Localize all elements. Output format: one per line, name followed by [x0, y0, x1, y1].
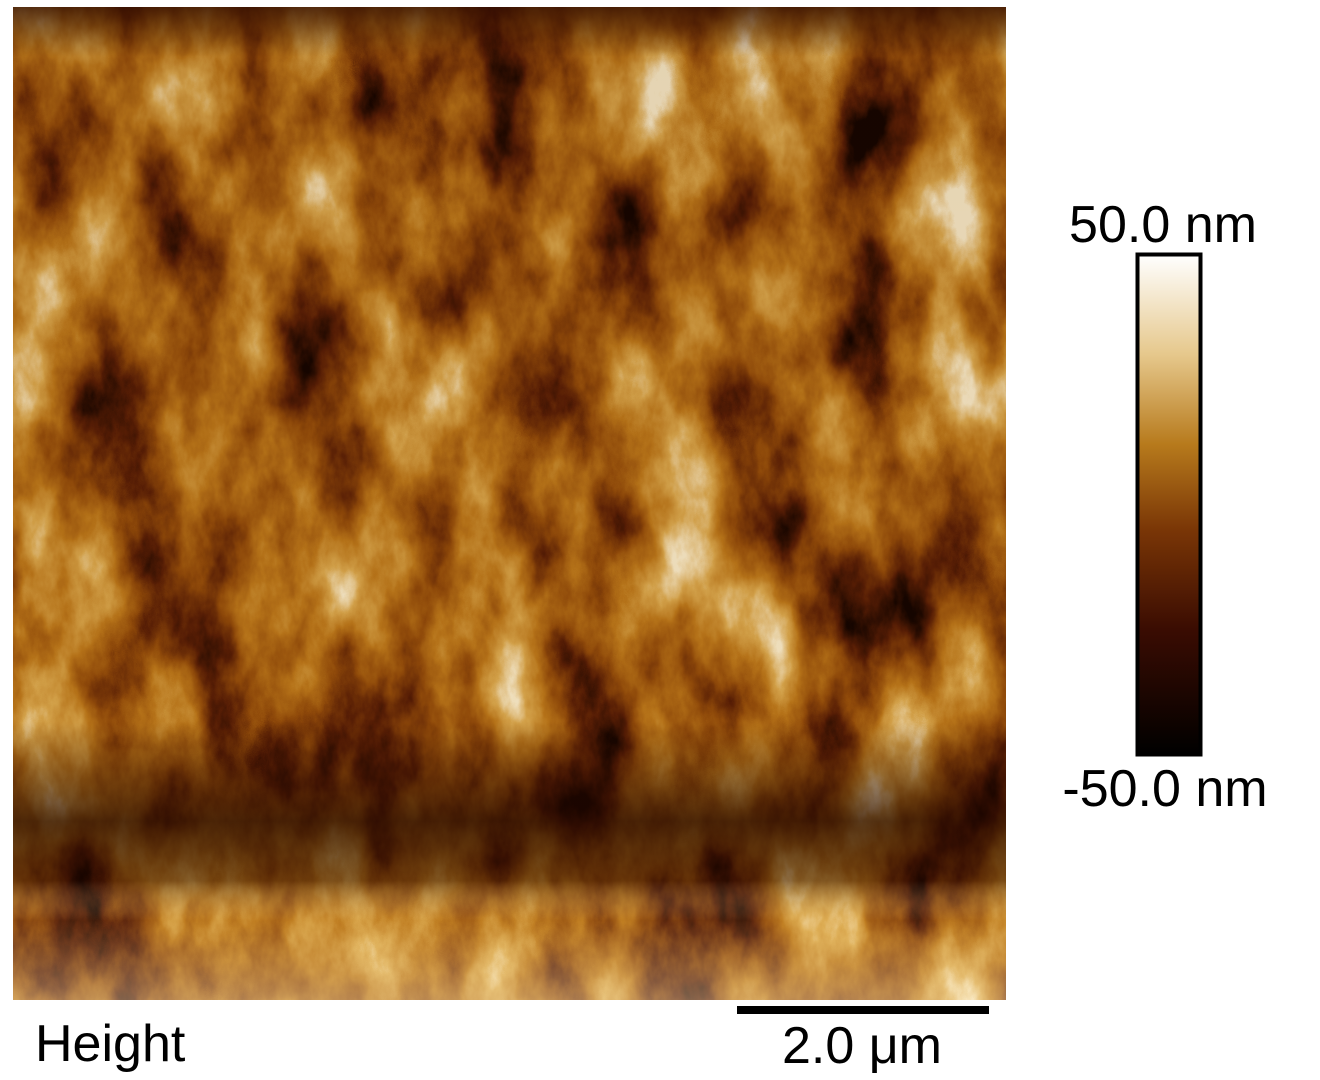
channel-label: Height [35, 1015, 186, 1073]
color-bar-max: 50.0 nm [1069, 196, 1257, 254]
scale-bar-label: 2.0 μm [782, 1017, 942, 1075]
color-bar-min: -50.0 nm [1062, 760, 1267, 818]
scale-bar [737, 1006, 989, 1014]
color-bar [1135, 252, 1203, 757]
height-image-overlay [13, 7, 1006, 1000]
